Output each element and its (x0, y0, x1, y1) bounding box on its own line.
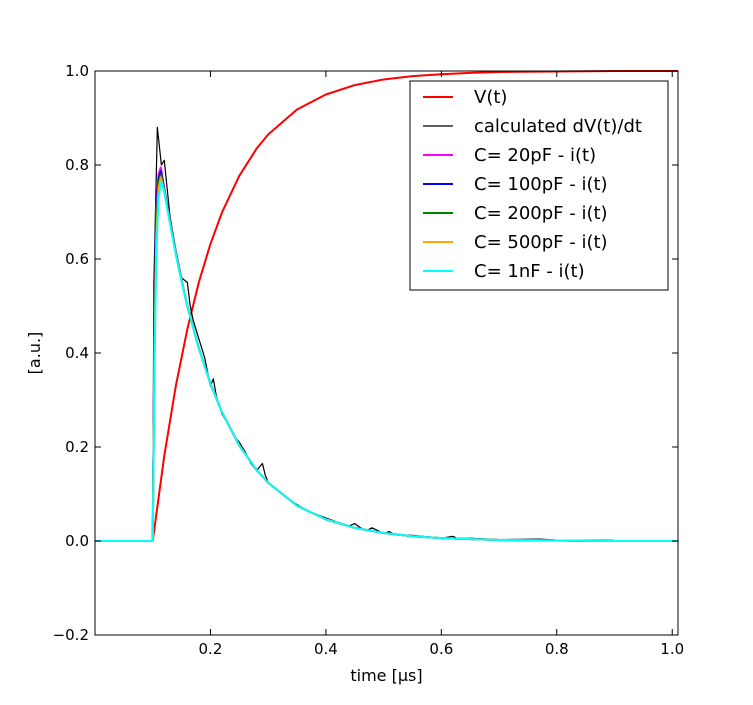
x-tick-label: 0.8 (545, 640, 569, 658)
y-tick-label: 1.0 (65, 62, 89, 80)
tick-labels-layer: 0.2 0.4 0.6 0.8 1.0 −0.2 0.0 0.2 0.4 0.6 0.8 1.0 (53, 62, 685, 658)
legend-label-0: V(t) (474, 87, 507, 108)
x-tick-label: 0.6 (429, 640, 453, 658)
legend-label-1: calculated dV(t)/dt (474, 116, 642, 137)
legend-label-3: C= 100pF - i(t) (474, 174, 608, 195)
series-line-0 (95, 70, 678, 542)
legend-label-4: C= 200pF - i(t) (474, 203, 608, 224)
legend: V(t) calculated dV(t)/dt C= 20pF - i(t) C= … (409, 80, 669, 291)
y-tick-label: 0.4 (65, 344, 89, 362)
legend-box (409, 80, 669, 291)
series-line-6 (95, 180, 678, 542)
legend-label-2: C= 20pF - i(t) (474, 145, 596, 166)
x-tick-label: 0.4 (314, 640, 338, 658)
y-tick-label: 0.6 (65, 250, 89, 268)
x-tick-label: 0.2 (199, 640, 223, 658)
y-axis-title: [a.u.] (25, 332, 44, 375)
y-tick-label: 0.8 (65, 156, 89, 174)
x-axis-title: time [μs] (350, 666, 422, 685)
y-tick-label: −0.2 (53, 626, 89, 644)
series-line-1 (95, 126, 679, 542)
legend-label-6: C= 1nF - i(t) (474, 261, 585, 282)
y-tick-label: 0.2 (65, 438, 89, 456)
series-layer (95, 70, 679, 542)
y-tick-label: 0.0 (65, 532, 89, 550)
x-tick-label: 1.0 (660, 640, 684, 658)
legend-entries: V(t) calculated dV(t)/dt C= 20pF - i(t) C= … (423, 87, 642, 282)
legend-label-5: C= 500pF - i(t) (474, 232, 608, 253)
ticks-layer (95, 70, 678, 636)
